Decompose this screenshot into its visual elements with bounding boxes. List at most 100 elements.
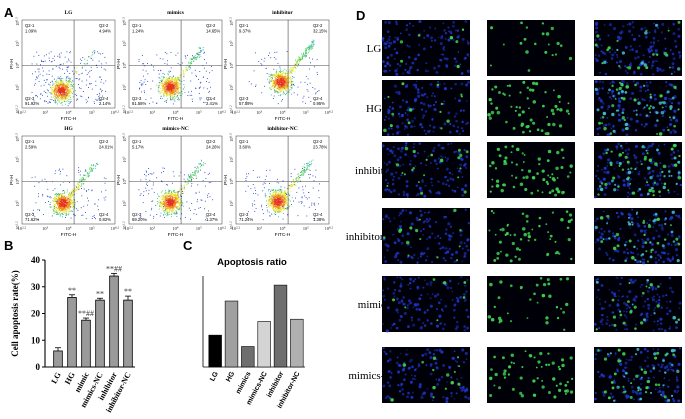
flow-point xyxy=(297,181,299,183)
flow-point xyxy=(205,178,207,180)
flow-point xyxy=(177,91,179,93)
flow-point xyxy=(268,55,269,56)
flow-point xyxy=(31,177,33,179)
flow-point xyxy=(169,198,171,200)
flow-point xyxy=(280,88,282,90)
flow-point xyxy=(66,86,68,88)
flow-point xyxy=(279,75,281,77)
flow-point xyxy=(181,204,183,206)
flow-point xyxy=(40,85,42,87)
flow-point xyxy=(70,190,72,192)
flow-point xyxy=(53,207,55,209)
flow-point xyxy=(67,214,69,216)
flow-point xyxy=(298,175,300,177)
flow-point xyxy=(177,85,178,87)
flow-point xyxy=(194,57,196,59)
flow-point xyxy=(101,90,103,91)
flow-point xyxy=(156,54,158,56)
flow-point xyxy=(165,207,167,209)
flow-point xyxy=(53,91,55,93)
flow-point xyxy=(185,69,187,71)
flow-point xyxy=(297,64,299,66)
flow-plot-HG: HGQ2-12.59%Q2-224.01%Q2-371.62%Q2-40.82%… xyxy=(9,126,120,238)
flow-point xyxy=(178,83,179,85)
flow-point xyxy=(168,77,170,78)
flow-point xyxy=(63,87,64,89)
flow-point xyxy=(94,203,96,205)
flow-point xyxy=(46,54,48,56)
flow-point xyxy=(261,92,263,94)
flow-point xyxy=(198,56,200,58)
flow-point xyxy=(74,67,76,69)
flow-point xyxy=(161,98,163,99)
flow-point xyxy=(167,86,169,88)
flow-point xyxy=(68,96,69,98)
flow-point xyxy=(172,82,174,84)
flow-point xyxy=(173,206,175,208)
quadrant-name: Q2-4 xyxy=(206,212,216,217)
flow-point xyxy=(70,51,72,53)
flow-point xyxy=(309,46,310,48)
flow-point xyxy=(56,85,58,87)
flow-point xyxy=(69,86,71,88)
flow-point xyxy=(68,210,70,212)
flow-point xyxy=(76,95,78,97)
flow-point xyxy=(307,90,309,92)
flow-point xyxy=(172,78,174,80)
flow-point xyxy=(165,184,167,186)
flow-point xyxy=(185,71,187,73)
flow-point xyxy=(173,197,175,198)
flow-point xyxy=(83,174,85,176)
flow-point xyxy=(103,177,105,179)
flow-point xyxy=(53,198,54,200)
flow-point xyxy=(280,76,281,78)
flow-point xyxy=(297,63,299,64)
flow-point xyxy=(63,200,65,202)
flow-point xyxy=(138,61,140,62)
flow-point xyxy=(62,81,64,83)
flow-point xyxy=(288,81,290,83)
flow-point xyxy=(63,88,65,90)
flow-point xyxy=(160,191,162,193)
flow-point xyxy=(138,59,140,60)
flow-point xyxy=(181,193,183,194)
flow-point xyxy=(294,66,296,68)
flow-point xyxy=(283,200,285,202)
flow-point xyxy=(182,73,184,75)
flow-point xyxy=(174,83,176,85)
flow-point xyxy=(271,85,273,87)
flow-point xyxy=(51,91,53,93)
flow-point xyxy=(62,202,64,204)
flow-point xyxy=(169,90,171,92)
flow-point xyxy=(61,213,63,215)
flow-point xyxy=(269,82,270,84)
flow-point xyxy=(279,203,281,205)
flow-point xyxy=(284,81,286,83)
flow-point xyxy=(67,195,69,197)
flow-point xyxy=(192,172,193,173)
flow-point xyxy=(173,198,175,200)
flow-point xyxy=(162,197,164,199)
flow-point xyxy=(79,87,81,89)
flow-point xyxy=(170,77,172,79)
flow-point xyxy=(284,74,286,75)
flow-point xyxy=(202,162,204,164)
x-tick-label: 103 xyxy=(149,225,155,231)
flow-point xyxy=(93,164,95,166)
flow-point xyxy=(66,92,67,94)
flow-point xyxy=(280,86,282,87)
flow-point xyxy=(65,206,67,208)
flow-point xyxy=(83,205,85,207)
flow-point xyxy=(172,197,174,199)
flow-point xyxy=(181,90,183,92)
flow-point xyxy=(85,84,87,86)
flow-point xyxy=(176,212,178,214)
flow-point xyxy=(211,70,213,72)
flow-point xyxy=(65,213,67,215)
flow-point xyxy=(171,202,173,204)
flow-point xyxy=(277,73,278,75)
flow-point xyxy=(170,96,171,98)
flow-point xyxy=(319,183,320,185)
flow-point xyxy=(255,189,256,191)
flow-point xyxy=(138,88,140,90)
